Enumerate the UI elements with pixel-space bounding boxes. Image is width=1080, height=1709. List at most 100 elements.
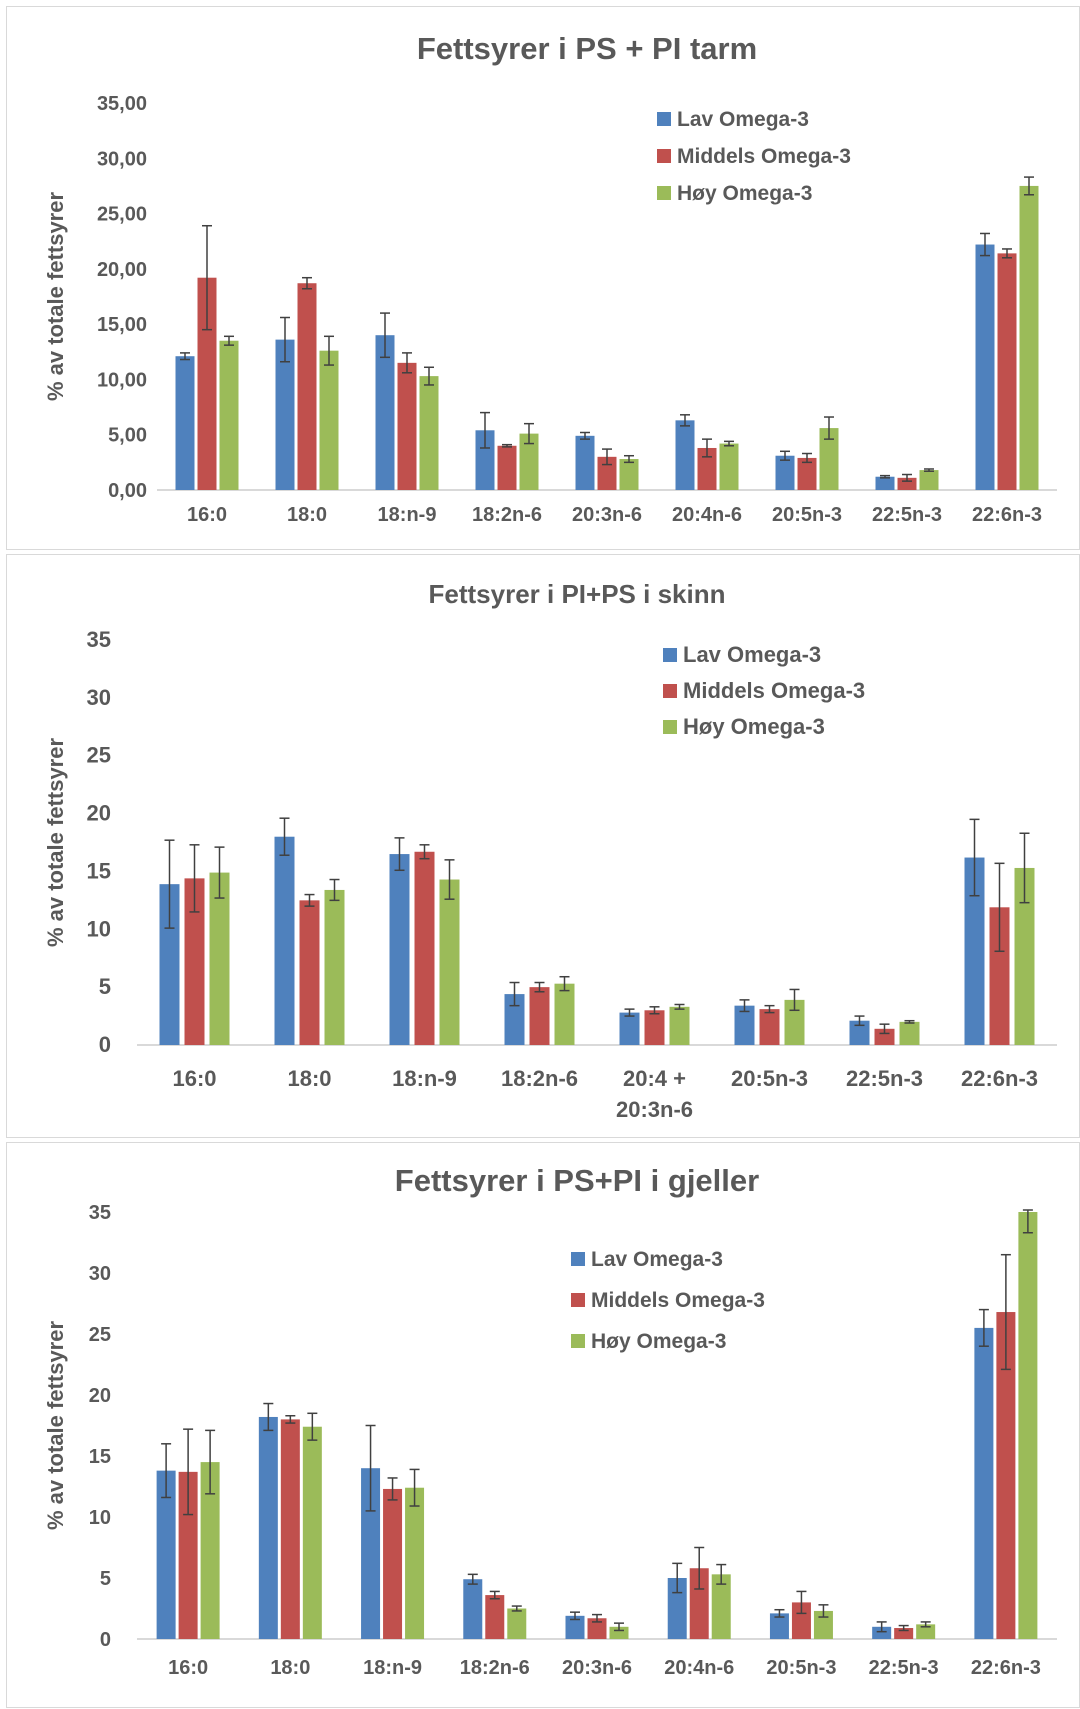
- bar: [719, 443, 739, 490]
- x-tick-label: 20:3n-6: [562, 1657, 632, 1679]
- y-tick-label: 10: [87, 916, 111, 941]
- bar: [919, 470, 939, 490]
- bar: [734, 1005, 755, 1045]
- y-tick-label: 10: [89, 1507, 111, 1529]
- y-tick-label: 15: [89, 1446, 111, 1468]
- x-tick-label: 20:4n-6: [664, 1657, 734, 1679]
- legend-swatch: [571, 1252, 585, 1266]
- bar: [554, 983, 575, 1045]
- bar: [475, 430, 495, 490]
- bar: [274, 836, 295, 1045]
- legend-swatch: [663, 720, 677, 734]
- bar: [324, 889, 345, 1045]
- bar: [504, 994, 525, 1045]
- x-tick-label: 18:n-9: [392, 1066, 457, 1091]
- bar: [397, 362, 417, 490]
- bar: [791, 1602, 811, 1639]
- bar: [996, 1312, 1016, 1639]
- bar: [575, 435, 595, 490]
- y-tick-label: 30: [87, 685, 111, 710]
- y-tick-label: 35: [89, 1202, 111, 1224]
- bar: [899, 1021, 920, 1045]
- bar: [375, 335, 395, 490]
- legend-swatch: [657, 149, 671, 163]
- bar: [302, 1426, 322, 1639]
- bar: [644, 1010, 665, 1045]
- chart-panel-gjeller: Fettsyrer i PS+PI i gjeller % av totale f…: [6, 1142, 1080, 1708]
- legend-swatch: [663, 648, 677, 662]
- bar: [507, 1608, 527, 1639]
- bar: [769, 1613, 789, 1639]
- legend-label: Høy Omega-3: [683, 714, 825, 739]
- bar: [319, 350, 339, 490]
- bar: [819, 428, 839, 490]
- bar: [775, 455, 795, 490]
- bar: [975, 244, 995, 490]
- bar: [1014, 867, 1035, 1045]
- bar: [974, 1327, 994, 1639]
- bar: [797, 457, 817, 490]
- y-tick-label: 5: [100, 1568, 111, 1590]
- y-tick-label: 15,00: [97, 314, 147, 336]
- legend-swatch: [663, 684, 677, 698]
- x-tick-label: 18:2n-6: [501, 1066, 578, 1091]
- x-tick-label: 18:n-9: [363, 1657, 422, 1679]
- chart-panel-tarm: Fettsyrer i PS + PI tarm % av totale fett…: [6, 6, 1080, 550]
- bar: [275, 339, 295, 490]
- bar: [178, 1471, 198, 1639]
- bar: [519, 433, 539, 490]
- y-axis-label: % av totale fettsyrer: [43, 1321, 68, 1531]
- x-tick-label: 20:4n-6: [672, 504, 742, 526]
- y-tick-label: 30,00: [97, 148, 147, 170]
- x-tick-label: 22:5n-3: [872, 504, 942, 526]
- bar: [565, 1615, 585, 1639]
- bar: [485, 1595, 505, 1639]
- legend-swatch: [657, 186, 671, 200]
- x-tick-label: 20:5n-3: [731, 1066, 808, 1091]
- x-tick-label: 18:0: [270, 1657, 310, 1679]
- bar: [497, 445, 517, 490]
- x-tick-label: 22:6n-3: [971, 1657, 1041, 1679]
- y-tick-label: 0: [99, 1032, 111, 1057]
- x-tick-label: 18:n-9: [378, 504, 437, 526]
- bar: [669, 1006, 690, 1045]
- bar: [1018, 1212, 1038, 1639]
- x-tick-label: 16:0: [172, 1066, 216, 1091]
- bar: [156, 1470, 176, 1639]
- bar: [619, 1012, 640, 1045]
- bar: [184, 878, 205, 1045]
- bar: [463, 1579, 483, 1639]
- bar: [219, 340, 239, 490]
- legend-swatch: [571, 1293, 585, 1307]
- y-tick-label: 5: [99, 974, 111, 999]
- bar: [997, 253, 1017, 490]
- bar: [159, 884, 180, 1045]
- y-tick-label: 25: [87, 743, 111, 768]
- bar: [619, 459, 639, 490]
- bar: [299, 900, 320, 1045]
- bar: [875, 476, 895, 490]
- y-tick-label: 10,00: [97, 369, 147, 391]
- chart-title: Fettsyrer i PI+PS i skinn: [429, 579, 726, 609]
- bar: [414, 851, 435, 1045]
- y-tick-label: 25: [89, 1324, 111, 1346]
- x-tick-label: 20:3n-6: [572, 504, 642, 526]
- bar: [200, 1462, 220, 1639]
- bar: [916, 1624, 936, 1639]
- legend-label: Lav Omega-3: [591, 1248, 723, 1271]
- bar: [689, 1568, 709, 1639]
- bar: [697, 447, 717, 490]
- bar: [209, 872, 230, 1045]
- bar: [197, 277, 217, 490]
- bar: [405, 1487, 425, 1639]
- bar: [675, 420, 695, 490]
- bar: [175, 356, 195, 490]
- x-tick-label: 16:0: [187, 504, 227, 526]
- chart-tarm: Fettsyrer i PS + PI tarm % av totale fett…: [43, 31, 1057, 526]
- legend-label: Middels Omega-3: [683, 678, 865, 703]
- x-tick-label: 22:5n-3: [846, 1066, 923, 1091]
- x-tick-label: 20:5n-3: [772, 504, 842, 526]
- x-tick-label: 22:6n-3: [961, 1066, 1038, 1091]
- bar: [383, 1488, 403, 1639]
- bar: [419, 376, 439, 490]
